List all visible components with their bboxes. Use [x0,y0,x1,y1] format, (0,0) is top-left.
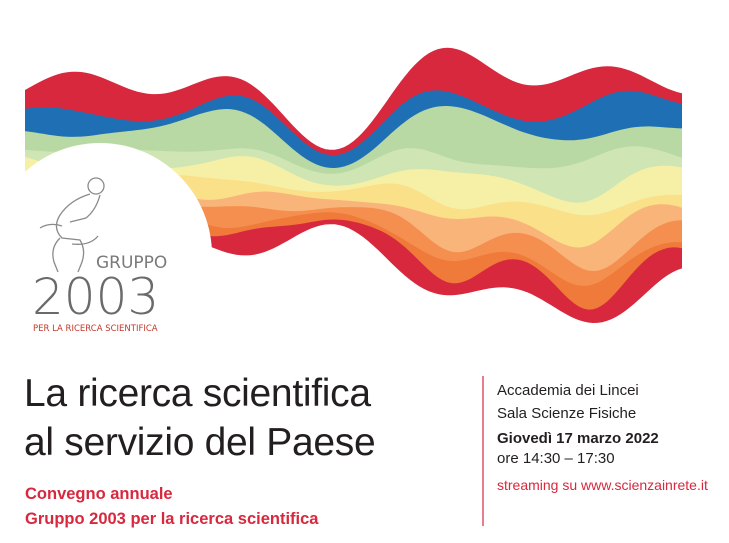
title-line: al servizio del Paese [24,421,376,464]
wave-layer [25,219,682,323]
wave-layer [25,156,682,217]
room: Sala Scienze Fisiche [497,405,637,422]
logo-tagline: PER LA RICERCA SCIENTIFICA [33,324,158,334]
wave-layer [25,47,682,157]
wave-layer [25,146,682,204]
thinker-figure [39,177,105,273]
streaming: streaming su www.scienzainrete.it [497,477,708,493]
time: ore 14:30 – 17:30 [497,450,615,467]
logo-year: 2003 [32,268,159,326]
logo-circle [0,143,212,367]
wave-layer [25,90,682,169]
subtitle-line: Gruppo 2003 per la ricerca scientifica [25,510,319,528]
subtitle-line: Convegno annuale [25,485,173,503]
venue: Accademia dei Lincei [497,382,639,399]
date: Giovedì 17 marzo 2022 [497,430,659,447]
logo-name: GRUPPO [96,253,167,273]
title-line: La ricerca scientifica [24,372,371,415]
wave-layer [25,106,682,175]
